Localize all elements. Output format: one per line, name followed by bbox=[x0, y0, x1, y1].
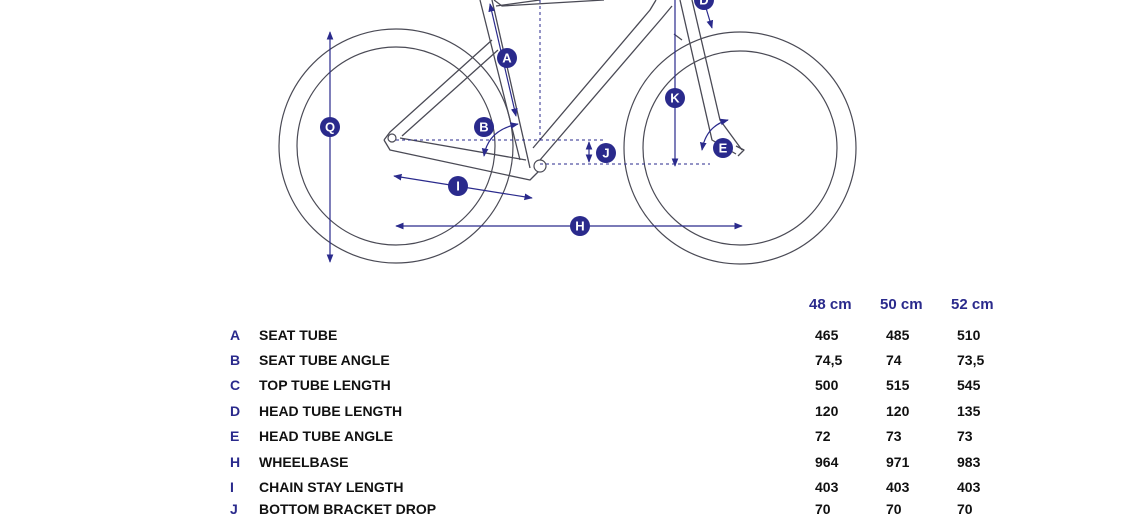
row-value: 500 bbox=[815, 377, 839, 393]
row-value: 72 bbox=[815, 428, 831, 444]
row-value: 73 bbox=[957, 428, 973, 444]
marker-q: Q bbox=[320, 117, 340, 137]
row-value: 135 bbox=[957, 403, 981, 419]
row-value: 971 bbox=[886, 454, 910, 470]
bike-geometry-diagram: Q A B D E H I J K bbox=[278, 0, 857, 265]
size-header-50: 50 cm bbox=[880, 296, 923, 313]
row-value: 120 bbox=[886, 403, 910, 419]
row-value: 545 bbox=[957, 377, 981, 393]
marker-i: I bbox=[448, 176, 468, 196]
row-value: 485 bbox=[886, 327, 910, 343]
row-name: SEAT TUBE ANGLE bbox=[259, 352, 390, 368]
row-value: 120 bbox=[815, 403, 839, 419]
row-value: 70 bbox=[815, 501, 831, 517]
row-value: 510 bbox=[957, 327, 981, 343]
svg-text:H: H bbox=[575, 219, 584, 234]
marker-h: H bbox=[570, 216, 590, 236]
row-value: 73 bbox=[886, 428, 902, 444]
row-code: H bbox=[230, 454, 241, 470]
rear-axle bbox=[387, 133, 397, 143]
marker-j: J bbox=[596, 143, 616, 163]
arrow-b bbox=[481, 122, 519, 157]
arrow-e bbox=[699, 118, 729, 151]
marker-d: D bbox=[694, 0, 714, 10]
svg-text:E: E bbox=[719, 141, 728, 156]
row-name: HEAD TUBE LENGTH bbox=[259, 403, 403, 419]
row-name: HEAD TUBE ANGLE bbox=[259, 428, 394, 444]
row-value: 74 bbox=[886, 352, 902, 368]
size-header-48: 48 cm bbox=[809, 296, 852, 313]
row-code: A bbox=[230, 327, 241, 343]
marker-e: E bbox=[713, 138, 733, 158]
row-name: CHAIN STAY LENGTH bbox=[259, 479, 404, 495]
row-value: 403 bbox=[886, 479, 910, 495]
row-value: 515 bbox=[886, 377, 910, 393]
bottom-bracket bbox=[533, 159, 547, 173]
front-wheel bbox=[623, 31, 857, 265]
row-code: J bbox=[230, 501, 238, 517]
svg-text:J: J bbox=[602, 146, 609, 161]
row-name: BOTTOM BRACKET DROP bbox=[259, 501, 437, 517]
row-name: TOP TUBE LENGTH bbox=[259, 377, 391, 393]
row-value: 70 bbox=[957, 501, 973, 517]
svg-text:K: K bbox=[670, 91, 680, 106]
marker-a: A bbox=[497, 48, 517, 68]
row-code: C bbox=[230, 377, 241, 393]
row-code: E bbox=[230, 428, 240, 444]
marker-k: K bbox=[665, 88, 685, 108]
row-value: 983 bbox=[957, 454, 981, 470]
row-value: 964 bbox=[815, 454, 839, 470]
row-value: 403 bbox=[957, 479, 981, 495]
row-value: 465 bbox=[815, 327, 839, 343]
marker-b: B bbox=[474, 117, 494, 137]
row-code: B bbox=[230, 352, 241, 368]
svg-text:B: B bbox=[479, 120, 488, 135]
row-code: I bbox=[230, 479, 234, 495]
arrow-d bbox=[705, 7, 714, 29]
row-name: WHEELBASE bbox=[259, 454, 349, 470]
row-value: 70 bbox=[886, 501, 902, 517]
row-value: 73,5 bbox=[957, 352, 985, 368]
row-code: D bbox=[230, 403, 241, 419]
row-name: SEAT TUBE bbox=[259, 327, 338, 343]
row-value: 74,5 bbox=[815, 352, 843, 368]
size-header-52: 52 cm bbox=[951, 296, 994, 313]
row-value: 403 bbox=[815, 479, 839, 495]
svg-text:Q: Q bbox=[325, 120, 335, 135]
svg-text:A: A bbox=[502, 51, 512, 66]
svg-text:D: D bbox=[699, 0, 708, 8]
svg-text:I: I bbox=[456, 179, 460, 194]
